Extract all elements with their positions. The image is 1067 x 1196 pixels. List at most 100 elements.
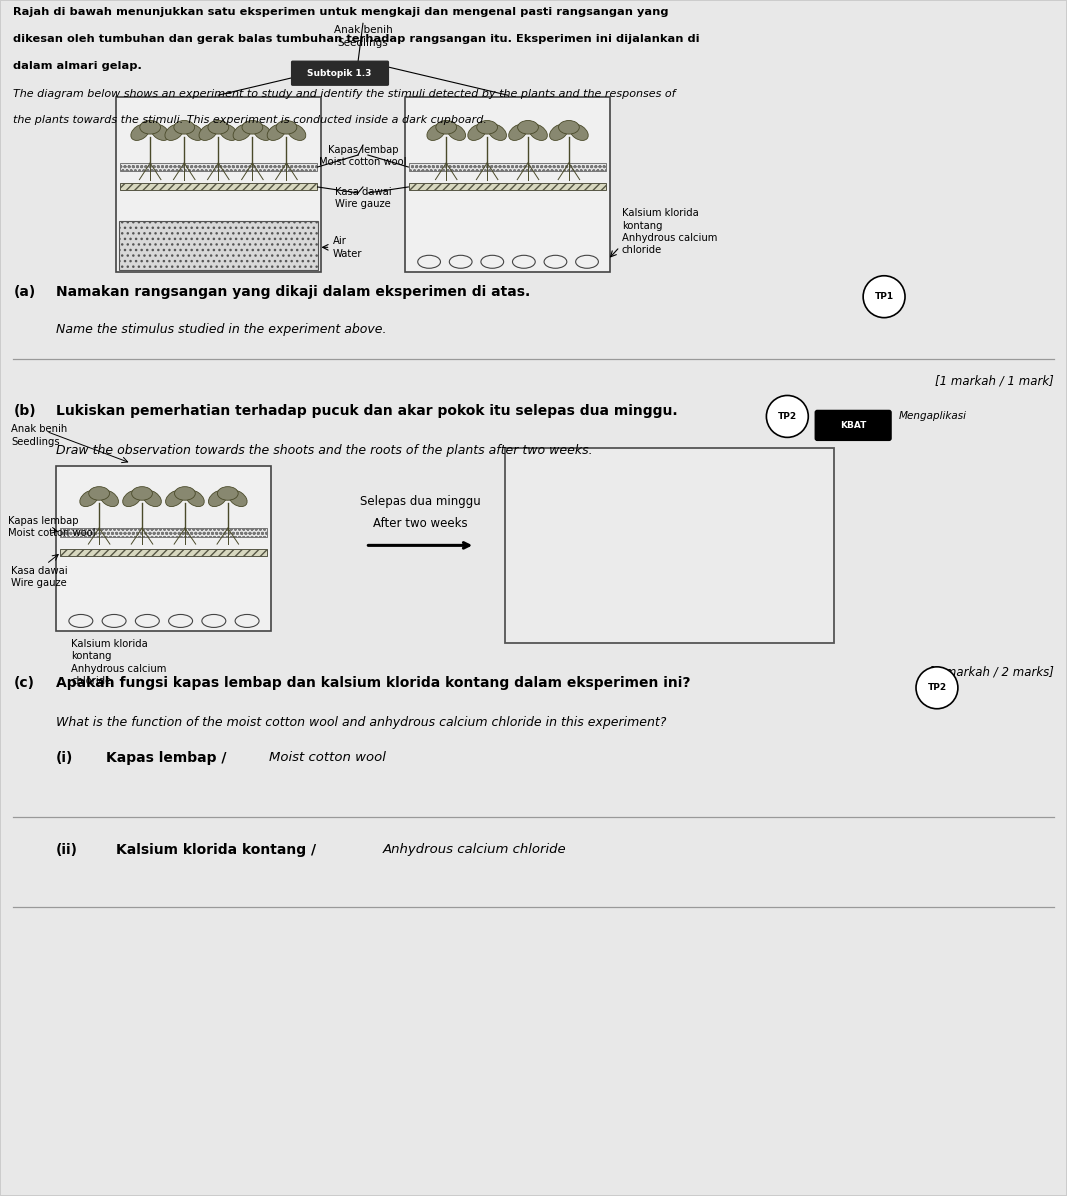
- Text: (i): (i): [57, 751, 74, 764]
- Text: Rajah di bawah menunjukkan satu eksperimen untuk mengkaji dan mengenal pasti ran: Rajah di bawah menunjukkan satu eksperim…: [14, 7, 669, 18]
- Ellipse shape: [136, 615, 159, 628]
- Text: Moist cotton wool: Moist cotton wool: [269, 751, 385, 763]
- Ellipse shape: [208, 490, 227, 507]
- Text: dalam almari gelap.: dalam almari gelap.: [14, 61, 142, 72]
- Ellipse shape: [435, 121, 457, 134]
- Ellipse shape: [102, 615, 126, 628]
- Bar: [60, 549, 267, 556]
- Text: Air
Water: Air Water: [333, 236, 362, 258]
- Text: (b): (b): [14, 404, 36, 419]
- Ellipse shape: [570, 124, 588, 140]
- Ellipse shape: [287, 124, 306, 140]
- Text: dikesan oleh tumbuhan dan gerak balas tumbuhan terhadap rangsangan itu. Eksperim: dikesan oleh tumbuhan dan gerak balas tu…: [14, 35, 700, 44]
- Text: Kapas lembap
Moist cotton wool: Kapas lembap Moist cotton wool: [319, 145, 407, 167]
- Ellipse shape: [218, 487, 238, 500]
- Ellipse shape: [174, 121, 194, 134]
- Ellipse shape: [175, 487, 195, 500]
- Bar: [505, 448, 834, 643]
- Ellipse shape: [509, 124, 527, 140]
- Ellipse shape: [186, 490, 204, 507]
- Ellipse shape: [447, 124, 465, 140]
- Ellipse shape: [99, 490, 118, 507]
- Text: Lukiskan pemerhatian terhadap pucuk dan akar pokok itu selepas dua minggu.: Lukiskan pemerhatian terhadap pucuk dan …: [57, 404, 678, 419]
- Ellipse shape: [208, 121, 228, 134]
- Text: Anhydrous calcium chloride: Anhydrous calcium chloride: [382, 843, 566, 856]
- Ellipse shape: [528, 124, 547, 140]
- Text: Draw the observation towards the shoots and the roots of the plants after two we: Draw the observation towards the shoots …: [57, 445, 593, 457]
- Text: (ii): (ii): [57, 843, 78, 858]
- Ellipse shape: [477, 121, 497, 134]
- Text: Kapas lembap /: Kapas lembap /: [106, 751, 226, 764]
- Ellipse shape: [143, 490, 161, 507]
- Text: Kalsium klorida kontang /: Kalsium klorida kontang /: [116, 843, 316, 858]
- Bar: [121, 183, 317, 190]
- Ellipse shape: [427, 124, 446, 140]
- Ellipse shape: [488, 124, 507, 140]
- Ellipse shape: [544, 255, 567, 268]
- Text: Namakan rangsangan yang dikaji dalam eksperimen di atas.: Namakan rangsangan yang dikaji dalam eks…: [57, 285, 530, 299]
- Text: TP2: TP2: [778, 411, 797, 421]
- Text: Kalsium klorida
kontang
Anhydrous calcium
chloride: Kalsium klorida kontang Anhydrous calciu…: [71, 639, 166, 687]
- Text: (c): (c): [14, 676, 34, 690]
- FancyBboxPatch shape: [815, 410, 891, 440]
- Ellipse shape: [233, 124, 252, 140]
- Ellipse shape: [202, 615, 226, 628]
- Text: TP2: TP2: [927, 683, 946, 692]
- Ellipse shape: [418, 255, 441, 268]
- Text: Selepas dua minggu: Selepas dua minggu: [360, 495, 480, 508]
- Bar: [405, 97, 610, 271]
- Ellipse shape: [165, 490, 185, 507]
- Ellipse shape: [467, 124, 487, 140]
- Ellipse shape: [123, 490, 142, 507]
- Text: TP1: TP1: [875, 292, 894, 301]
- Bar: [120, 221, 318, 270]
- Bar: [57, 466, 271, 631]
- Text: After two weeks: After two weeks: [373, 518, 467, 530]
- Bar: [60, 527, 267, 537]
- Ellipse shape: [481, 255, 504, 268]
- Ellipse shape: [576, 255, 599, 268]
- Text: The diagram below shows an experiment to study and identify the stimuli detected: The diagram below shows an experiment to…: [14, 90, 675, 99]
- Text: the plants towards the stimuli. This experiment is conducted inside a dark cupbo: the plants towards the stimuli. This exp…: [14, 115, 488, 126]
- Text: Subtopik 1.3: Subtopik 1.3: [307, 68, 371, 78]
- Ellipse shape: [253, 124, 272, 140]
- Text: Anak benih
Seedlings: Anak benih Seedlings: [334, 25, 393, 48]
- Text: KBAT: KBAT: [840, 421, 866, 429]
- Ellipse shape: [235, 615, 259, 628]
- Circle shape: [766, 396, 809, 438]
- Ellipse shape: [219, 124, 238, 140]
- Ellipse shape: [276, 121, 297, 134]
- Ellipse shape: [185, 124, 204, 140]
- Ellipse shape: [131, 124, 149, 140]
- Text: What is the function of the moist cotton wool and anhydrous calcium chloride in : What is the function of the moist cotton…: [57, 715, 667, 728]
- Text: Anak benih
Seedlings: Anak benih Seedlings: [12, 425, 67, 447]
- Circle shape: [863, 276, 905, 318]
- Circle shape: [915, 667, 958, 709]
- Text: Kasa dawai
Wire gauze: Kasa dawai Wire gauze: [335, 187, 392, 209]
- Ellipse shape: [131, 487, 153, 500]
- Ellipse shape: [200, 124, 218, 140]
- Bar: [410, 163, 606, 171]
- Ellipse shape: [165, 124, 184, 140]
- Bar: [121, 163, 317, 171]
- Ellipse shape: [449, 255, 472, 268]
- Text: Apakah fungsi kapas lembap dan kalsium klorida kontang dalam eksperimen ini?: Apakah fungsi kapas lembap dan kalsium k…: [57, 676, 690, 690]
- Ellipse shape: [558, 121, 579, 134]
- Text: Kalsium klorida
kontang
Anhydrous calcium
chloride: Kalsium klorida kontang Anhydrous calciu…: [622, 208, 717, 256]
- Text: Kapas lembap
Moist cotton wool: Kapas lembap Moist cotton wool: [9, 515, 96, 538]
- Ellipse shape: [267, 124, 286, 140]
- Ellipse shape: [169, 615, 192, 628]
- Ellipse shape: [512, 255, 536, 268]
- Text: Mengaplikasi: Mengaplikasi: [899, 411, 967, 421]
- Ellipse shape: [550, 124, 569, 140]
- Ellipse shape: [69, 615, 93, 628]
- Bar: [410, 183, 606, 190]
- Ellipse shape: [150, 124, 170, 140]
- Text: (a): (a): [14, 285, 35, 299]
- Ellipse shape: [228, 490, 248, 507]
- Text: Name the stimulus studied in the experiment above.: Name the stimulus studied in the experim…: [57, 323, 386, 336]
- Bar: [116, 97, 320, 271]
- Ellipse shape: [242, 121, 262, 134]
- Ellipse shape: [89, 487, 110, 500]
- Text: Kasa dawai
Wire gauze: Kasa dawai Wire gauze: [12, 566, 68, 588]
